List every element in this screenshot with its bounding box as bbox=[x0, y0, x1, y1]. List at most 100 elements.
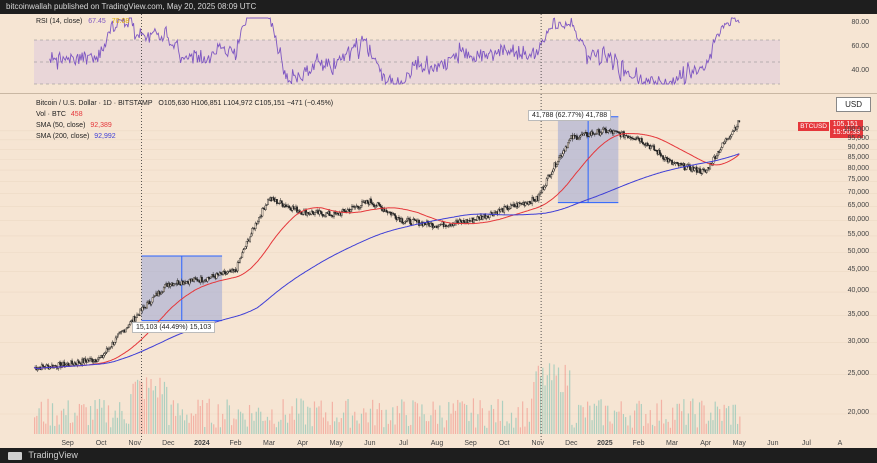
volume-bar bbox=[266, 416, 269, 434]
candle-body bbox=[705, 169, 708, 173]
volume-bar bbox=[710, 412, 712, 434]
candle-body bbox=[343, 209, 345, 212]
candle-body bbox=[150, 301, 153, 305]
volume-bar bbox=[622, 414, 625, 434]
candle-body bbox=[250, 233, 253, 238]
volume-bar bbox=[365, 412, 367, 434]
candle-body bbox=[595, 133, 597, 135]
candle-body bbox=[533, 199, 536, 202]
candle-body bbox=[393, 213, 396, 216]
sma50-label: SMA (50, close) bbox=[36, 122, 86, 129]
time-axis[interactable]: Sep Oct Nov Dec 2024 Feb Mar Apr May Jun Jul Aug Sep… bbox=[0, 440, 877, 448]
volume-bar bbox=[78, 403, 80, 434]
volume-bar bbox=[309, 407, 311, 434]
candle-body bbox=[730, 134, 733, 137]
candle-body bbox=[618, 132, 621, 134]
volume-bar bbox=[398, 413, 401, 434]
candle-body bbox=[262, 207, 265, 209]
currency-button[interactable]: USD bbox=[836, 97, 871, 112]
volume-bar bbox=[260, 411, 262, 434]
candle-body bbox=[445, 224, 447, 227]
time-tick: Nov bbox=[531, 440, 544, 447]
candle-body bbox=[209, 276, 212, 279]
main-pane[interactable]: Bitcoin / U.S. Dollar · 1D · BITSTAMP O1… bbox=[0, 94, 877, 440]
candle-body bbox=[288, 205, 291, 208]
volume-bar bbox=[316, 407, 318, 434]
volume-bar bbox=[510, 412, 513, 434]
candle-body bbox=[325, 212, 328, 217]
volume-bar bbox=[416, 403, 419, 434]
volume-bar bbox=[163, 381, 166, 434]
volume-bar bbox=[376, 409, 378, 434]
pane-divider[interactable] bbox=[0, 93, 877, 94]
candle-body bbox=[139, 308, 142, 316]
volume-bar bbox=[625, 417, 627, 434]
candle-body bbox=[658, 150, 661, 154]
time-tick: Oct bbox=[498, 440, 510, 447]
candle-body bbox=[662, 155, 665, 160]
rsi-pane[interactable]: RSI (14, close) 67.45 70.08 80.00 60.00 … bbox=[0, 14, 877, 92]
candle-body bbox=[514, 206, 517, 208]
publisher-bar: bitcoinwallah published on TradingView.c… bbox=[0, 0, 877, 14]
volume-bar bbox=[89, 406, 92, 434]
candle-body bbox=[457, 221, 460, 223]
candle-body bbox=[531, 197, 534, 205]
volume-bar bbox=[385, 409, 387, 434]
volume-bar bbox=[537, 365, 539, 434]
volume-bar bbox=[170, 404, 172, 434]
candle-body bbox=[717, 151, 719, 156]
volume-bar bbox=[396, 405, 398, 434]
rsi-legend: RSI (14, close) 67.45 70.08 bbox=[36, 16, 129, 27]
volume-bar bbox=[360, 413, 363, 434]
candle-body bbox=[668, 158, 671, 161]
volume-bar bbox=[72, 422, 74, 434]
time-tick: Feb bbox=[632, 440, 645, 447]
candle-body bbox=[555, 164, 558, 167]
candle-body bbox=[359, 205, 362, 208]
volume-bar bbox=[340, 418, 342, 434]
chart-frame[interactable]: RSI (14, close) 67.45 70.08 80.00 60.00 … bbox=[0, 14, 877, 448]
volume-bar bbox=[457, 399, 459, 434]
candle-body bbox=[539, 192, 541, 196]
candle-body bbox=[606, 131, 609, 134]
volume-bar bbox=[168, 425, 170, 434]
volume-bar bbox=[569, 370, 571, 434]
candle-body bbox=[665, 157, 668, 159]
volume-bar bbox=[166, 386, 168, 434]
candle-body bbox=[92, 360, 95, 363]
volume-bar bbox=[725, 408, 728, 434]
candle-body bbox=[664, 157, 667, 160]
candle-body bbox=[567, 142, 569, 149]
candle-body bbox=[459, 219, 462, 222]
candle-body bbox=[218, 272, 221, 276]
volume-bar bbox=[134, 381, 136, 434]
candle-body bbox=[161, 291, 164, 293]
candle-body bbox=[629, 136, 632, 138]
candle-body bbox=[506, 205, 509, 211]
candle-body bbox=[152, 296, 155, 298]
volume-bar bbox=[262, 420, 264, 434]
volume-bar bbox=[275, 427, 277, 434]
candle-body bbox=[456, 220, 459, 223]
volume-bar bbox=[638, 400, 640, 434]
volume-bar bbox=[107, 405, 110, 434]
price-tick: 80,000 bbox=[847, 165, 869, 173]
candle-body bbox=[612, 130, 615, 134]
candle-body bbox=[113, 342, 116, 345]
volume-bar bbox=[226, 399, 228, 434]
volume-bar bbox=[678, 403, 680, 434]
candle-body bbox=[709, 163, 712, 170]
main-svg bbox=[0, 94, 877, 440]
rsi-value2: 70.08 bbox=[111, 18, 130, 25]
candle-body bbox=[646, 142, 649, 146]
candle-body bbox=[624, 135, 626, 138]
volume-bar bbox=[280, 419, 282, 434]
candle-body bbox=[361, 201, 363, 206]
rsi-tick-60: 60.00 bbox=[851, 43, 869, 50]
volume-bar bbox=[213, 424, 215, 434]
candle-body bbox=[127, 326, 129, 328]
candle-body bbox=[46, 364, 49, 366]
candle-body bbox=[215, 273, 218, 279]
volume-bar bbox=[208, 398, 210, 434]
volume-bar bbox=[470, 412, 472, 434]
